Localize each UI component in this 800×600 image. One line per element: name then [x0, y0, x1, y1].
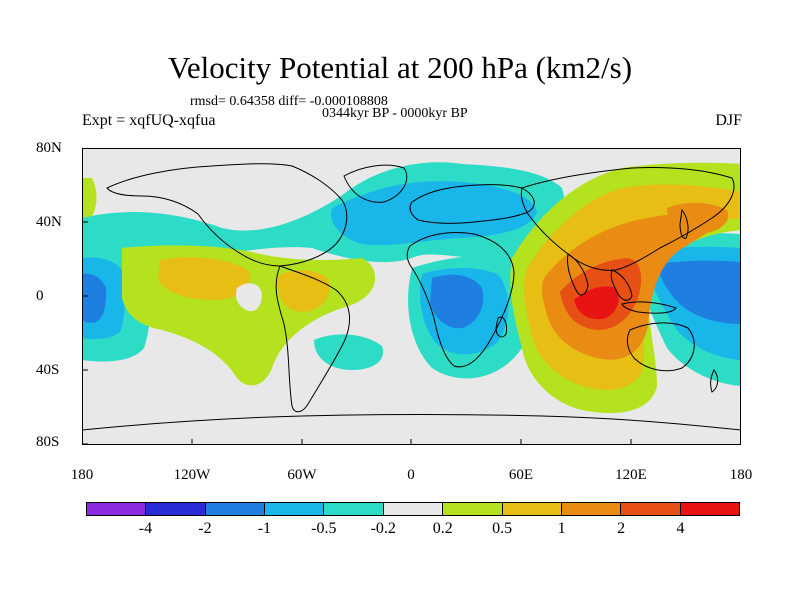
colorbar-label: -0.2 — [370, 520, 396, 537]
stats-label: rmsd= 0.64358 diff= -0.000108808 — [190, 94, 388, 109]
coast-europe — [409, 184, 535, 224]
colorbar-box — [621, 503, 681, 515]
coast-indonesia — [621, 301, 677, 314]
contour-pos-samerica — [277, 270, 330, 312]
contour-neg-south-atlantic — [314, 334, 384, 370]
coast-new-zealand — [710, 369, 719, 393]
x-tick-label: 60E — [508, 467, 534, 483]
experiment-label: Expt = xqfUQ-xqfua — [82, 112, 216, 129]
x-tick-label: 120W — [173, 467, 211, 483]
colorbar-label: -1 — [257, 520, 272, 537]
contour-pos-pacific-inner — [158, 257, 251, 300]
colorbar-label: -4 — [138, 520, 153, 537]
colorbar-box — [265, 503, 325, 515]
chart-title: Velocity Potential at 200 hPa (km2/s) — [167, 50, 633, 85]
contour-neg-atlantic-inner — [331, 181, 537, 246]
y-tick-label: 40N — [36, 214, 62, 230]
coast-se-asia — [610, 269, 633, 301]
coast-greenland — [343, 164, 408, 203]
contour-pos-indian-core — [574, 286, 619, 320]
x-tick-label: 180 — [729, 467, 753, 483]
coast-north-america — [106, 163, 348, 267]
coast-antarctica — [82, 414, 741, 431]
coast-australia — [626, 322, 695, 372]
colorbar-label: 1 — [557, 520, 566, 537]
x-tick-label: 60W — [287, 467, 317, 483]
colorbar-label: -0.5 — [311, 520, 337, 537]
colorbar-box — [502, 503, 562, 515]
contour-neg-africa-core — [430, 274, 484, 329]
colorbar-label: 0.5 — [492, 520, 513, 537]
colorbar-label: 4 — [676, 520, 685, 537]
colorbar-box — [324, 503, 384, 515]
y-tick-label: 80N — [36, 140, 62, 156]
y-tick-label: 80S — [36, 434, 60, 450]
colorbar-label: 2 — [617, 520, 626, 537]
contour-neg-pacific-west-core — [82, 273, 107, 323]
colorbar-box — [383, 503, 444, 515]
colorbar-box — [146, 503, 206, 515]
colorbar-label: -2 — [198, 520, 212, 537]
x-tick-label: 0 — [407, 467, 415, 483]
colorbar — [86, 502, 740, 516]
colorbar-box — [87, 503, 147, 515]
y-tick-label: 40S — [36, 362, 60, 378]
coast-africa — [406, 232, 515, 368]
coast-madagascar — [495, 316, 507, 338]
coast-japan — [679, 208, 689, 239]
colorbar-label: 0.2 — [432, 520, 453, 537]
period-label: 0344kyr BP - 0000kyr BP — [322, 106, 468, 121]
colorbar-box — [443, 503, 503, 515]
x-tick-label: 180 — [70, 467, 94, 483]
coast-asia — [520, 166, 735, 271]
contour-pos-atlantic-inner — [236, 283, 262, 312]
season-label: DJF — [715, 112, 742, 129]
contour-pos-datelineleft — [82, 178, 97, 218]
x-tick-label: 120E — [615, 467, 647, 483]
velocity-potential-map — [82, 148, 741, 445]
colorbar-box — [680, 503, 739, 515]
colorbar-box — [561, 503, 622, 515]
coast-south-america — [275, 265, 351, 413]
colorbar-box — [205, 503, 266, 515]
coast-india — [567, 253, 589, 296]
y-tick-label: 0 — [36, 288, 44, 304]
contour-neg-pacific-east-core — [657, 260, 741, 324]
